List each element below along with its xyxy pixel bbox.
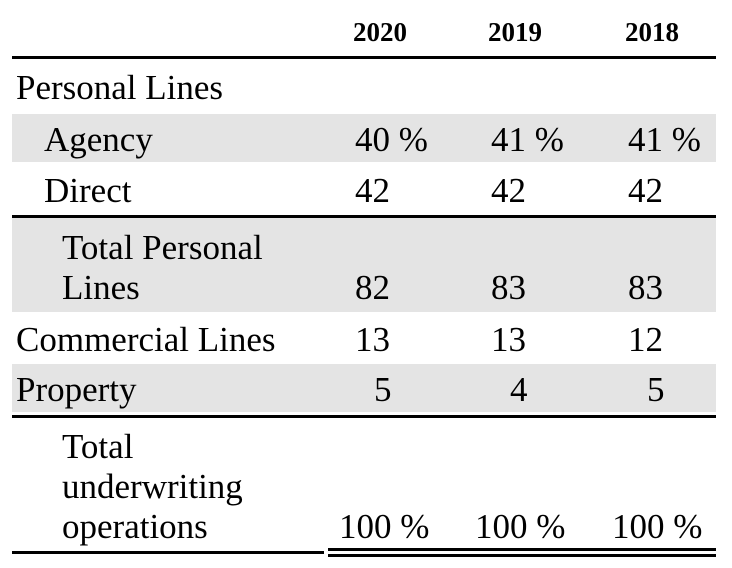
cell-direct-2020: 42: [355, 171, 390, 210]
cell-direct-2018: 42: [628, 171, 663, 210]
cell-total-underwriting-2020: 100 %: [339, 507, 430, 546]
cell-property-2020: 5: [374, 370, 392, 409]
cell-total-underwriting-2019: 100 %: [475, 507, 566, 546]
year-header-2018: 2018: [625, 17, 679, 47]
year-header-2020: 2020: [353, 17, 407, 47]
cell-property-2019: 4: [510, 370, 528, 409]
cell-commercial-2020: 13: [355, 320, 390, 359]
cell-property-2018: 5: [647, 370, 665, 409]
row-label-property: Property: [16, 370, 137, 409]
cell-agency-2020: 40 %: [355, 120, 428, 159]
row-band-total-personal: [12, 218, 716, 312]
cell-commercial-2018: 12: [628, 320, 663, 359]
subtotal-rule: [12, 215, 716, 218]
row-band-property: [12, 364, 716, 412]
row-label-total-personal-line2: Lines: [62, 268, 140, 307]
row-label-agency: Agency: [44, 120, 153, 159]
total-rule: [12, 415, 716, 418]
row-label-total-underwriting-line1: Total: [62, 427, 134, 466]
double-underline-totals: [328, 548, 716, 557]
row-label-total-personal-line1: Total Personal: [62, 228, 263, 267]
cell-agency-2018: 41 %: [628, 120, 701, 159]
cell-total-personal-2018: 83: [628, 268, 663, 307]
cell-total-personal-2020: 82: [355, 268, 390, 307]
bottom-rule-label-column: [12, 551, 324, 554]
cell-direct-2019: 42: [491, 171, 526, 210]
row-label-total-underwriting-line2: underwriting: [62, 467, 243, 506]
section-personal-lines: Personal Lines: [16, 68, 224, 107]
header-rule: [12, 56, 716, 59]
row-label-commercial-lines: Commercial Lines: [16, 320, 276, 359]
row-label-total-underwriting-line3: operations: [62, 507, 208, 546]
cell-commercial-2019: 13: [491, 320, 526, 359]
cell-agency-2019: 41 %: [491, 120, 564, 159]
row-band-agency: [12, 114, 716, 162]
cell-total-personal-2019: 83: [491, 268, 526, 307]
cell-total-underwriting-2018: 100 %: [612, 507, 703, 546]
year-header-2019: 2019: [488, 17, 542, 47]
row-label-direct: Direct: [44, 171, 132, 210]
